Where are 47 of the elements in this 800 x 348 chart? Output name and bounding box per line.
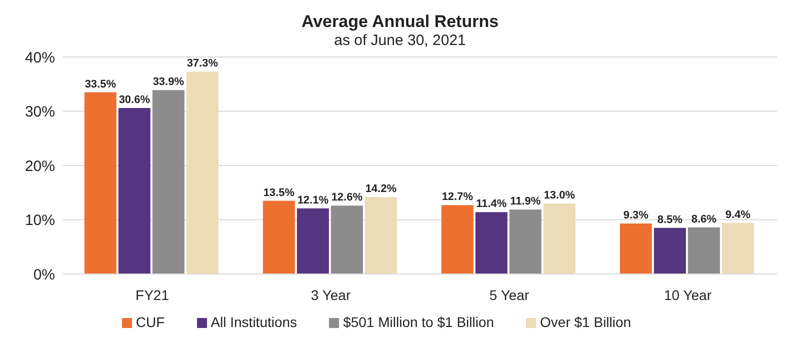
legend-label: $501 Million to $1 Billion: [343, 314, 494, 330]
data-label: 33.9%: [152, 76, 184, 88]
bar: [441, 205, 474, 274]
legend-label: All Institutions: [210, 314, 298, 330]
data-label: 12.7%: [442, 191, 474, 204]
data-label: 30.6%: [118, 94, 150, 106]
bar: [620, 224, 652, 274]
data-label: 9.3%: [623, 210, 649, 222]
data-label: 8.6%: [691, 213, 717, 226]
data-label: 11.4%: [476, 198, 507, 210]
y-tick-label: 0%: [33, 266, 55, 284]
bar: [330, 206, 363, 274]
data-label: 12.6%: [331, 192, 363, 204]
data-label: 13.5%: [263, 186, 295, 199]
y-tick-label: 40%: [24, 49, 55, 66]
data-label: 9.4%: [725, 209, 751, 222]
legend-label: CUF: [136, 314, 165, 330]
bar: [722, 223, 754, 274]
bar: [84, 92, 116, 274]
y-tick-label: 30%: [24, 104, 55, 121]
bar: [152, 90, 184, 274]
bar: [654, 228, 686, 274]
bar: [262, 200, 295, 274]
data-label: 12.1%: [297, 194, 329, 206]
data-label: 37.3%: [186, 58, 218, 70]
bar: [475, 212, 508, 274]
bar: [509, 209, 542, 274]
data-label: 33.5%: [84, 78, 116, 90]
legend-label: Over $1 Billion: [540, 314, 632, 330]
data-label: 13.0%: [544, 189, 576, 202]
x-tick-label: FY21: [136, 286, 170, 303]
chart-subtitle: as of June 30, 2021: [333, 32, 467, 49]
data-label: 11.9%: [510, 195, 541, 208]
bar: [186, 72, 218, 274]
y-tick-label: 20%: [24, 158, 55, 175]
x-tick-label: 3 Year: [310, 286, 351, 303]
bar: [688, 227, 720, 274]
chart-title: Average Annual Returns: [300, 11, 500, 32]
x-tick-label: 10 Year: [664, 286, 712, 303]
data-label: 8.5%: [657, 214, 683, 226]
bar: [364, 196, 397, 274]
data-label: 14.2%: [365, 182, 397, 195]
x-tick-label: 5 Year: [489, 286, 530, 303]
bar: [296, 208, 329, 274]
y-tick-label: 10%: [24, 212, 55, 230]
bar: [543, 203, 576, 274]
bar: [118, 108, 150, 274]
